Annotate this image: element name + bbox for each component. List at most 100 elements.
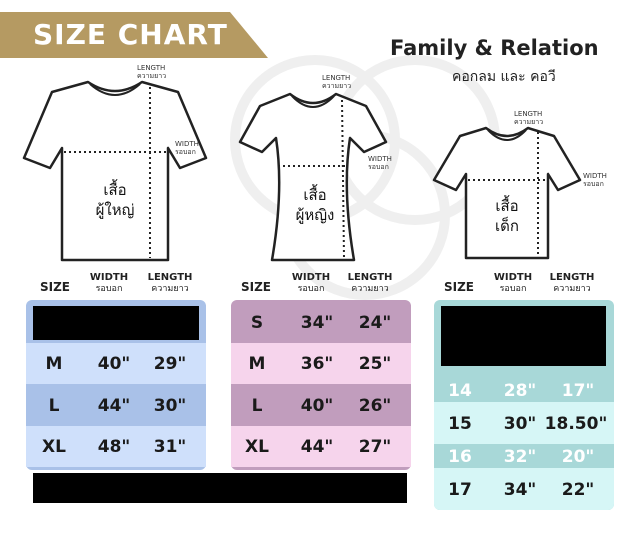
width-th: รอบอก <box>583 180 604 188</box>
kids-length-label: LENGTH ความยาว <box>514 110 543 126</box>
header-en: LENGTH <box>147 272 193 283</box>
header-en: LENGTH <box>549 272 595 283</box>
redaction-bar <box>33 473 407 503</box>
width-en: WIDTH <box>368 155 392 163</box>
table-row: M 36" 25" <box>231 343 411 384</box>
women-shirt-icon <box>238 92 388 262</box>
adult-row-band <box>26 343 206 384</box>
header-en: WIDTH <box>89 272 129 283</box>
size-cell: 14 <box>448 380 472 401</box>
width-cell: 34" <box>503 479 537 500</box>
women-size-header: SIZE <box>241 280 272 294</box>
width-en: WIDTH <box>175 140 199 148</box>
header-th: รอบอก <box>95 284 123 294</box>
width-cell: 34" <box>300 312 334 333</box>
kids-row-band <box>434 468 614 510</box>
table-row: L 44" 30" <box>26 385 206 426</box>
width-cell: 30" <box>503 413 537 434</box>
length-th: ความยาว <box>322 82 352 90</box>
width-cell: 36" <box>300 353 334 374</box>
kids-row-band <box>434 402 614 444</box>
header-th: ความยาว <box>351 284 389 294</box>
length-cell: 18.50" <box>544 413 608 434</box>
length-cell: 27" <box>358 436 392 457</box>
size-cell: M <box>45 353 63 374</box>
size-cell: L <box>48 395 60 416</box>
shirt-label-line: เสื้อ <box>495 197 519 215</box>
women-size-table: S 34" 24" M 36" 25" L 40" 26" XL 44" 27" <box>231 300 411 470</box>
width-cell: 40" <box>97 353 131 374</box>
women-width-label: WIDTH รอบอก <box>368 155 392 171</box>
table-row: 14 28" 17" <box>434 370 614 411</box>
width-en: WIDTH <box>583 172 607 180</box>
length-en: LENGTH <box>514 110 543 118</box>
header-th: รอบอก <box>297 284 325 294</box>
width-th: รอบอก <box>175 148 196 156</box>
header-th: ความยาว <box>553 284 591 294</box>
adult-width-label: WIDTH รอบอก <box>175 140 199 156</box>
shirt-label-line: ผู้หญิง <box>295 206 335 224</box>
header-en: LENGTH <box>347 272 393 283</box>
header-en: WIDTH <box>291 272 331 283</box>
length-cell: 31" <box>153 436 187 457</box>
page-subtitle: คอกลม และ คอวี <box>452 69 556 85</box>
women-row-band <box>231 426 411 467</box>
kids-width-header: WIDTH รอบอก <box>488 272 538 295</box>
adult-width-header: WIDTH รอบอก <box>84 272 134 295</box>
size-cell: M <box>248 353 266 374</box>
size-cell: 17 <box>448 479 472 500</box>
table-row: S 34" 24" <box>231 302 411 343</box>
table-row: 17 34" 22" <box>434 469 614 510</box>
length-cell: 25" <box>358 353 392 374</box>
width-cell: 48" <box>97 436 131 457</box>
size-cell: XL <box>42 436 66 457</box>
redaction-bar <box>33 306 199 340</box>
size-cell: S <box>250 312 264 333</box>
width-cell: 44" <box>97 395 131 416</box>
width-cell: 28" <box>503 380 537 401</box>
women-length-header: LENGTH ความยาว <box>340 272 400 295</box>
length-cell: 29" <box>153 353 187 374</box>
header-th: รอบอก <box>499 284 527 294</box>
header-en: WIDTH <box>493 272 533 283</box>
adult-length-label: LENGTH ความยาว <box>137 64 166 80</box>
redaction-bar <box>441 306 606 366</box>
width-cell: 40" <box>300 395 334 416</box>
kids-shirt-label: เสื้อ เด็ก <box>462 196 552 236</box>
shirt-label-line: ผู้ใหญ่ <box>95 201 135 219</box>
shirt-label-line: เด็ก <box>495 217 519 235</box>
adult-shirt-label: เสื้อ ผู้ใหญ่ <box>70 180 160 220</box>
width-cell: 32" <box>503 446 537 467</box>
width-cell: 44" <box>300 436 334 457</box>
length-cell: 26" <box>358 395 392 416</box>
shirt-label-line: เสื้อ <box>103 181 127 199</box>
adult-length-header: LENGTH ความยาว <box>140 272 200 295</box>
table-row: 15 30" 18.50" <box>434 403 614 444</box>
size-cell: L <box>251 395 263 416</box>
length-cell: 22" <box>561 479 595 500</box>
kids-width-label: WIDTH รอบอก <box>583 172 607 188</box>
kids-length-header: LENGTH ความยาว <box>542 272 602 295</box>
size-cell: XL <box>245 436 269 457</box>
size-cell: 15 <box>448 413 472 434</box>
length-cell: 24" <box>358 312 392 333</box>
length-cell: 30" <box>153 395 187 416</box>
table-row: XL 48" 31" <box>26 426 206 467</box>
page-title: Family & Relation <box>390 36 599 60</box>
length-en: LENGTH <box>322 74 351 82</box>
adult-row-band <box>26 426 206 467</box>
length-en: LENGTH <box>137 64 166 72</box>
length-th: ความยาว <box>137 72 167 80</box>
length-cell: 17" <box>561 380 595 401</box>
kids-size-header: SIZE <box>444 280 475 294</box>
kids-shirt-icon <box>432 126 582 260</box>
table-row: L 40" 26" <box>231 385 411 426</box>
table-row: 16 32" 20" <box>434 436 614 477</box>
women-width-header: WIDTH รอบอก <box>286 272 336 295</box>
banner-title: SIZE CHART <box>33 18 228 51</box>
length-th: ความยาว <box>514 118 544 126</box>
table-row: XL 44" 27" <box>231 426 411 467</box>
width-th: รอบอก <box>368 163 389 171</box>
size-cell: 16 <box>448 446 472 467</box>
